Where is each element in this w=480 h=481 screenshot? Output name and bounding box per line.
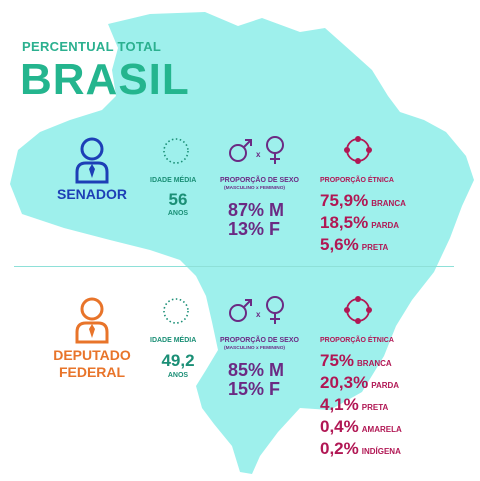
page-title: BRASIL <box>20 55 190 104</box>
circle-with-dots-icon <box>344 136 372 164</box>
person-with-tie-icon <box>75 137 109 184</box>
deputado-idade-label: IDADE MÉDIA <box>150 337 197 344</box>
etnica-value: 75,9% <box>320 191 369 210</box>
senador-idade-value: 56 <box>168 190 188 209</box>
deputado-etnica-item: 4,1% PRETA <box>320 395 388 415</box>
etnica-value: 20,3% <box>320 373 369 392</box>
etnica-name: PARDA <box>371 381 400 390</box>
section-divider <box>14 266 454 267</box>
senador-sexo-m: 87% M <box>228 200 285 220</box>
deputado-sexo-label: PROPORÇÃO DE SEXO <box>220 337 299 344</box>
senador-sexo-f: 13% F <box>228 219 281 239</box>
deputado-etnica-item: 0,2% INDÍGENA <box>320 439 401 459</box>
senador-idade-unit: ANOS <box>167 210 189 217</box>
deputado-etnica-label: PROPORÇÃO ÉTNICA <box>320 337 394 344</box>
male-female-symbols-icon: x <box>229 136 284 164</box>
role-line: DEPUTADO <box>53 347 131 363</box>
etnica-name: BRANCA <box>357 359 392 368</box>
deputado-idade-value: 49,2 <box>161 351 195 370</box>
dotted-circle-icon <box>163 138 189 164</box>
etnica-name: PARDA <box>371 221 400 230</box>
etnica-name: PRETA <box>361 403 389 412</box>
etnica-value: 4,1% <box>320 395 359 414</box>
svg-text:x: x <box>256 150 261 159</box>
role-deputado-federal: DEPUTADO FEDERAL <box>40 347 144 381</box>
senador-idade-label: IDADE MÉDIA <box>150 177 197 184</box>
etnica-name: BRANCA <box>371 199 406 208</box>
deputado-idade-unit: ANOS <box>167 372 189 379</box>
senador-etnica-label: PROPORÇÃO ÉTNICA <box>320 177 394 184</box>
etnica-value: 0,4% <box>320 417 359 436</box>
senador-sexo-sublabel: (MASCULINO x FEMININO) <box>224 186 286 191</box>
etnica-name: AMARELA <box>361 425 402 434</box>
role-senador: SENADOR <box>56 186 127 202</box>
deputado-sexo-f: 15% F <box>228 379 281 399</box>
deputado-sexo-sublabel: (MASCULINO x FEMININO) <box>224 346 286 351</box>
etnica-value: 75% <box>320 351 355 370</box>
etnica-name: PRETA <box>361 243 389 252</box>
etnica-value: 0,2% <box>320 439 359 458</box>
senador-etnica-item: 75,9% BRANCA <box>320 191 406 211</box>
deputado-etnica-item: 75% BRANCA <box>320 351 392 371</box>
deputado-etnica-item: 0,4% AMARELA <box>320 417 402 437</box>
role-line: FEDERAL <box>58 364 126 380</box>
etnica-name: INDÍGENA <box>361 447 401 456</box>
senador-etnica-item: 5,6% PRETA <box>320 235 388 255</box>
deputado-sexo-m: 85% M <box>228 360 285 380</box>
deputado-etnica-item: 20,3% PARDA <box>320 373 399 393</box>
senador-sexo-label: PROPORÇÃO DE SEXO <box>220 177 299 184</box>
etnica-value: 18,5% <box>320 213 369 232</box>
person-with-tie-icon <box>75 297 109 344</box>
svg-text:x: x <box>256 310 261 319</box>
circle-with-dots-icon <box>344 296 372 324</box>
header-kicker: PERCENTUAL TOTAL <box>22 39 162 54</box>
dotted-circle-icon <box>163 298 189 324</box>
male-female-symbols-icon: x <box>229 296 284 324</box>
etnica-value: 5,6% <box>320 235 359 254</box>
senador-etnica-item: 18,5% PARDA <box>320 213 399 233</box>
